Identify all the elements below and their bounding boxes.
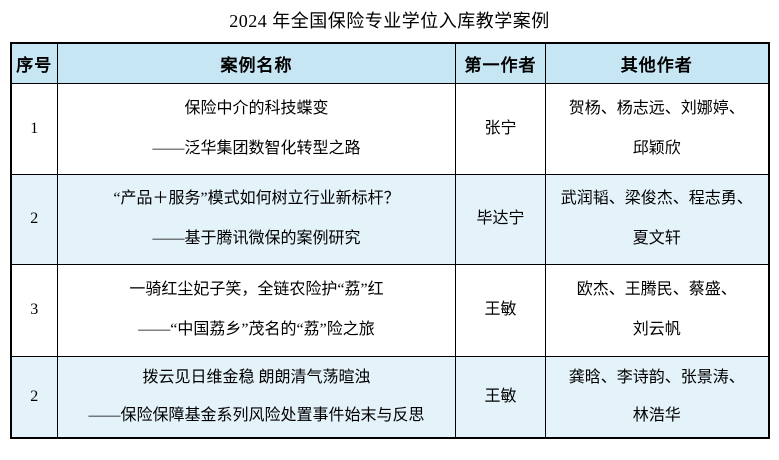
case-name-cell: “产品＋服务”模式如何树立行业新标杆？ ——基于腾讯微保的案例研究	[57, 173, 456, 265]
table-header-row: 序号 案例名称 第一作者 其他作者	[10, 42, 769, 84]
other-authors-cell: 贺杨、杨志远、刘娜婷、 邱颖欣	[545, 82, 769, 175]
first-author-cell: 张宁	[455, 82, 546, 175]
table-row: 1 保险中介的科技蝶变 ——泛华集团数智化转型之路 张宁 贺杨、杨志远、刘娜婷、…	[10, 82, 769, 175]
serial-no-cell: 3	[10, 263, 58, 357]
other-authors-cell: 武润韬、梁俊杰、程志勇、 夏文轩	[545, 173, 769, 265]
table-row: 3 一骑红尘妃子笑，全链农险护“荔”红 ——“中国荔乡”茂名的“荔”险之旅 王敏…	[10, 263, 769, 357]
other-authors-cell: 龚晗、李诗韵、张景涛、 林浩华	[545, 355, 769, 439]
first-author-cell: 王敏	[455, 263, 546, 357]
column-header-other-authors: 其他作者	[545, 42, 769, 84]
table-row: 2 “产品＋服务”模式如何树立行业新标杆？ ——基于腾讯微保的案例研究 毕达宁 …	[10, 173, 769, 265]
case-name-cell: 拨云见日维金稳 朗朗清气荡暄浊 ——保险保障基金系列风险处置事件始末与反思	[57, 355, 456, 439]
first-author-cell: 王敏	[455, 355, 546, 439]
column-header-serial-no: 序号	[10, 42, 58, 84]
serial-no-cell: 2	[10, 355, 58, 439]
other-authors-cell: 欧杰、王腾民、蔡盛、 刘云帆	[545, 263, 769, 357]
serial-no-cell: 1	[10, 82, 58, 175]
page-title: 2024 年全国保险专业学位入库教学案例	[229, 11, 550, 31]
column-header-first-author: 第一作者	[455, 42, 546, 84]
serial-no-cell: 2	[10, 173, 58, 265]
column-header-case-name: 案例名称	[57, 42, 456, 84]
teaching-cases-table: 序号 案例名称 第一作者 其他作者 1 保险中介的科技蝶变 ——泛华集团数智化转…	[9, 42, 770, 439]
case-name-cell: 一骑红尘妃子笑，全链农险护“荔”红 ——“中国荔乡”茂名的“荔”险之旅	[57, 263, 456, 357]
table-row: 2 拨云见日维金稳 朗朗清气荡暄浊 ——保险保障基金系列风险处置事件始末与反思 …	[10, 355, 769, 439]
first-author-cell: 毕达宁	[455, 173, 546, 265]
case-name-cell: 保险中介的科技蝶变 ——泛华集团数智化转型之路	[57, 82, 456, 175]
